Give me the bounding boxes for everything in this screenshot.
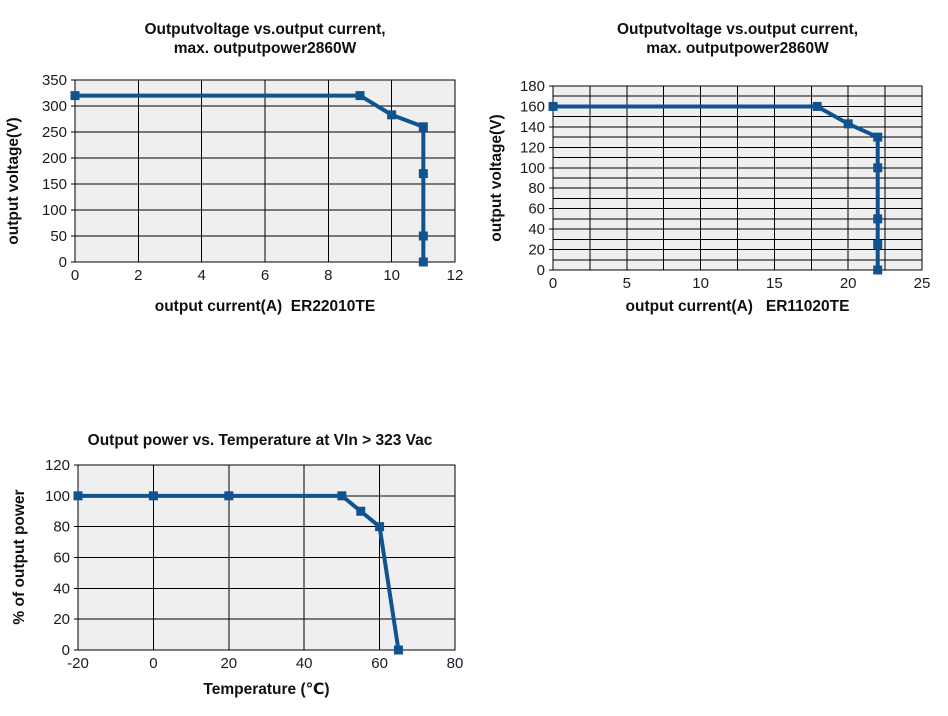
svg-text:160: 160 bbox=[520, 98, 545, 115]
svg-text:4: 4 bbox=[197, 267, 205, 284]
svg-text:5: 5 bbox=[623, 275, 631, 292]
svg-text:100: 100 bbox=[45, 488, 70, 505]
svg-text:20: 20 bbox=[840, 275, 857, 292]
chart-title: Outputvoltage vs.output current, max. ou… bbox=[553, 20, 922, 58]
svg-text:300: 300 bbox=[42, 98, 67, 115]
x-axis-label: output current(A) ER22010TE bbox=[154, 298, 376, 315]
chart-title: Output power vs. Temperature at VIn > 32… bbox=[60, 431, 460, 450]
chart-er22010te: Outputvoltage vs.output current, max. ou… bbox=[0, 10, 470, 340]
chart-title-line-2: max. outputpower2860W bbox=[173, 40, 357, 57]
svg-text:40: 40 bbox=[296, 655, 313, 672]
svg-text:0: 0 bbox=[549, 275, 557, 292]
svg-text:15: 15 bbox=[766, 275, 783, 292]
svg-text:0: 0 bbox=[62, 642, 70, 659]
svg-text:350: 350 bbox=[42, 72, 67, 89]
x-axis-label: Temperature (℃) bbox=[203, 681, 330, 698]
svg-text:6: 6 bbox=[261, 267, 269, 284]
svg-text:10: 10 bbox=[692, 275, 709, 292]
plot-area-er22010te: 0 50 100 150 200 250 300 350 0 2 4 6 8 10 12 bbox=[42, 72, 464, 284]
chart-title-line-1: Outputvoltage vs.output current, bbox=[144, 21, 386, 38]
svg-text:100: 100 bbox=[42, 202, 67, 219]
svg-text:100: 100 bbox=[520, 160, 545, 177]
svg-text:180: 180 bbox=[520, 78, 545, 95]
chart-derating: Output power vs. Temperature at VIn > 32… bbox=[0, 425, 470, 716]
svg-text:80: 80 bbox=[53, 519, 70, 536]
svg-text:80: 80 bbox=[528, 180, 545, 197]
svg-text:120: 120 bbox=[520, 139, 545, 156]
svg-text:20: 20 bbox=[528, 242, 545, 259]
svg-text:60: 60 bbox=[528, 201, 545, 218]
svg-text:-20: -20 bbox=[67, 655, 89, 672]
svg-text:120: 120 bbox=[45, 457, 70, 474]
x-axis-label: output current(A) ER11020TE bbox=[625, 298, 850, 315]
chart-title: Outputvoltage vs.output current, max. ou… bbox=[75, 20, 455, 58]
svg-text:50: 50 bbox=[50, 228, 67, 245]
svg-text:0: 0 bbox=[149, 655, 157, 672]
svg-text:140: 140 bbox=[520, 119, 545, 136]
svg-text:2: 2 bbox=[134, 267, 142, 284]
chart-title-line-1: Outputvoltage vs.output current, bbox=[616, 21, 859, 38]
chart-er11020te: Outputvoltage vs.output current, max. ou… bbox=[480, 10, 948, 340]
svg-text:250: 250 bbox=[42, 124, 67, 141]
svg-text:0: 0 bbox=[71, 267, 79, 284]
svg-text:8: 8 bbox=[324, 267, 332, 284]
svg-text:40: 40 bbox=[53, 580, 70, 597]
chart-title-line-2: max. outputpower2860W bbox=[646, 40, 829, 57]
svg-text:20: 20 bbox=[53, 611, 70, 628]
chart-title-line-1: Output power vs. Temperature at VIn > 32… bbox=[87, 432, 433, 449]
svg-text:20: 20 bbox=[220, 655, 237, 672]
svg-text:25: 25 bbox=[914, 275, 931, 292]
svg-text:12: 12 bbox=[447, 267, 464, 284]
svg-text:200: 200 bbox=[42, 150, 67, 167]
svg-text:0: 0 bbox=[537, 262, 545, 279]
svg-text:0: 0 bbox=[59, 254, 67, 271]
svg-text:150: 150 bbox=[42, 176, 67, 193]
svg-text:10: 10 bbox=[383, 267, 400, 284]
svg-text:60: 60 bbox=[53, 550, 70, 567]
svg-text:80: 80 bbox=[447, 655, 464, 672]
svg-text:40: 40 bbox=[528, 221, 545, 238]
svg-text:60: 60 bbox=[371, 655, 388, 672]
